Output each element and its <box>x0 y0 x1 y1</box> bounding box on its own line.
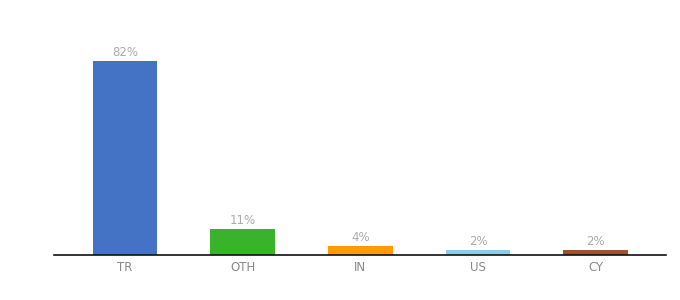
Bar <box>445 250 511 255</box>
Bar <box>210 229 275 255</box>
Text: 2%: 2% <box>586 236 605 248</box>
Text: 11%: 11% <box>230 214 256 227</box>
Text: 2%: 2% <box>469 236 488 248</box>
Text: 82%: 82% <box>112 46 138 59</box>
Bar <box>328 245 393 255</box>
Bar <box>92 61 157 255</box>
Bar <box>564 250 628 255</box>
Text: 4%: 4% <box>351 231 370 244</box>
